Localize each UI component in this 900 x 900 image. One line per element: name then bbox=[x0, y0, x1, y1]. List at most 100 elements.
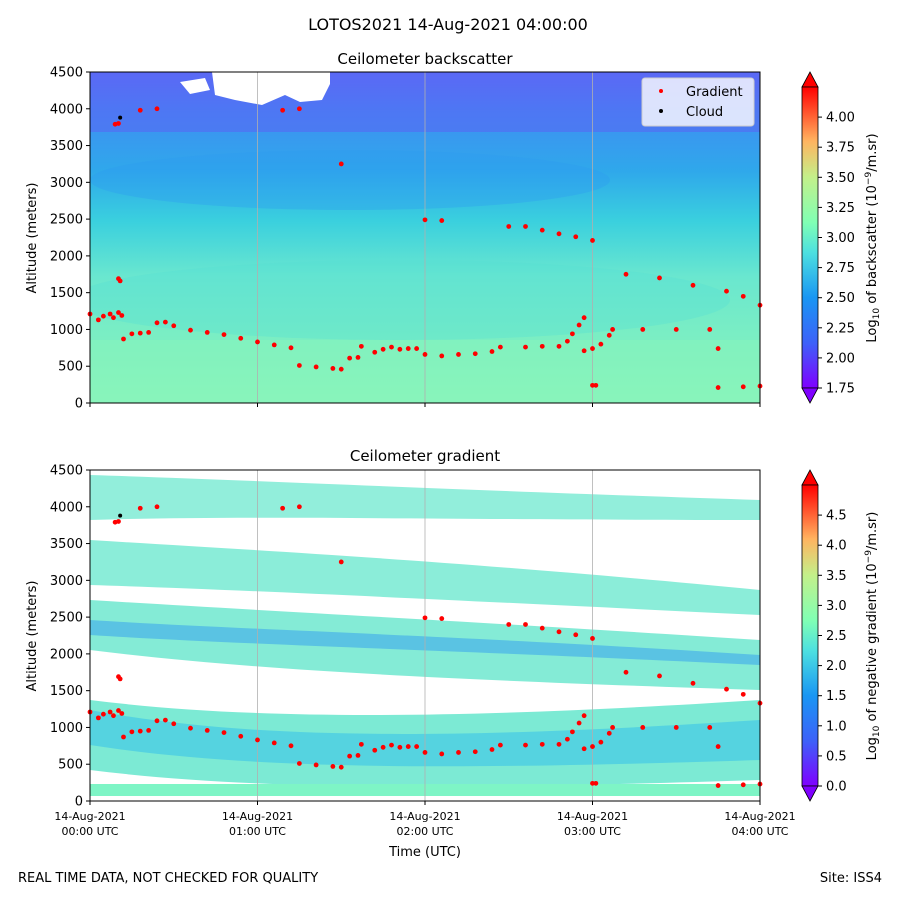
gradient-point bbox=[271, 740, 277, 746]
gradient-point bbox=[606, 332, 612, 338]
gradient-point bbox=[271, 342, 277, 348]
gradient-point bbox=[313, 364, 319, 370]
gradient-colorbar-label: Log10 of negative gradient (10−9/m.sr) bbox=[864, 512, 882, 761]
gradient-point bbox=[338, 559, 344, 565]
colorbar-tick-label: 0.5 bbox=[826, 749, 847, 764]
gradient-point bbox=[422, 352, 428, 357]
gradient-point bbox=[590, 780, 595, 786]
gradient-point bbox=[255, 737, 260, 743]
gradient-point bbox=[288, 345, 294, 351]
gradient-point bbox=[422, 615, 428, 621]
gradient-point bbox=[539, 625, 545, 631]
heatmap-patch bbox=[90, 150, 610, 210]
gradient-point bbox=[472, 351, 478, 357]
backscatter-y-ticks: 0 500 1000 1500 2000 2500 3000 3500 4000 4500 bbox=[50, 66, 90, 412]
gradient-point bbox=[137, 505, 143, 511]
gradient-point bbox=[95, 715, 101, 721]
gradient-point bbox=[204, 727, 210, 733]
y-tick-label: 1500 bbox=[50, 684, 83, 699]
gradient-point bbox=[380, 744, 386, 750]
gradient-point bbox=[358, 343, 364, 349]
gradient-point bbox=[107, 311, 113, 317]
cloud-point bbox=[118, 513, 123, 518]
gradient-point bbox=[740, 691, 746, 697]
gradient-point bbox=[497, 344, 503, 350]
gradient-point bbox=[539, 227, 545, 233]
backscatter-panel: Ceilometer backscatter 0 500 1000 1500 2000 2… bbox=[25, 50, 882, 412]
y-tick-label: 4500 bbox=[50, 464, 83, 479]
gradient-panel: Ceilometer gradient 0 500 1000 1500 2000 2500… bbox=[25, 447, 882, 860]
gradient-point bbox=[610, 725, 615, 730]
colorbar-top-extend bbox=[801, 469, 819, 486]
gradient-point bbox=[154, 106, 160, 112]
gradient-point bbox=[523, 224, 528, 229]
legend-gradient-marker bbox=[659, 89, 663, 93]
gradient-point bbox=[137, 330, 143, 336]
x-tick-label: 01:00 UTC bbox=[229, 825, 286, 838]
footer-disclaimer: REAL TIME DATA, NOT CHECKED FOR QUALITY bbox=[18, 871, 319, 886]
gradient-point bbox=[380, 346, 386, 352]
gradient-y-ticks: 0 500 1000 1500 2000 2500 3000 3500 4000 4500 bbox=[50, 464, 90, 810]
colorbar-bottom-extend bbox=[801, 387, 819, 404]
gradient-point bbox=[573, 234, 579, 240]
colorbar-tick-label: 3.5 bbox=[826, 569, 847, 584]
gradient-point bbox=[556, 741, 562, 747]
gradient-point bbox=[523, 742, 528, 748]
gradient-point bbox=[673, 725, 679, 730]
colorbar-top-extend bbox=[801, 71, 819, 88]
colorbar-bottom-extend bbox=[801, 785, 819, 802]
colorbar-tick-label: 2.50 bbox=[826, 291, 855, 306]
footer-site: Site: ISS4 bbox=[819, 871, 882, 886]
gradient-point bbox=[564, 736, 570, 742]
gradient-point bbox=[405, 346, 411, 351]
gradient-point bbox=[556, 343, 562, 349]
gradient-point bbox=[690, 680, 696, 686]
gradient-point bbox=[707, 725, 713, 730]
gradient-point bbox=[414, 744, 420, 749]
gradient-point bbox=[590, 238, 595, 243]
gradient-point bbox=[280, 505, 286, 511]
gradient-point bbox=[715, 744, 721, 749]
colorbar-tick-label: 2.00 bbox=[826, 351, 855, 366]
gradient-point bbox=[422, 217, 428, 223]
colorbar-tick-label: 2.0 bbox=[826, 659, 847, 674]
gradient-point bbox=[347, 355, 353, 361]
gradient-point bbox=[439, 751, 445, 757]
gradient-point bbox=[397, 744, 403, 750]
backscatter-colorbar-label: Log10 of backscatter (10−9/m.sr) bbox=[864, 133, 882, 342]
gradient-point bbox=[129, 729, 135, 735]
x-tick-label: 14-Aug-2021 bbox=[389, 810, 460, 823]
y-tick-label: 1000 bbox=[50, 323, 83, 338]
gradient-point bbox=[590, 346, 595, 351]
gradient-point bbox=[111, 713, 116, 719]
gradient-point bbox=[221, 332, 227, 337]
colorbar-tick-label: 4.5 bbox=[826, 509, 847, 524]
gradient-point bbox=[593, 382, 599, 388]
legend: Gradient Cloud bbox=[641, 77, 755, 127]
gradient-point bbox=[472, 749, 478, 755]
gradient-point bbox=[556, 231, 562, 237]
colorbar-tick-label: 2.5 bbox=[826, 629, 847, 644]
gradient-point bbox=[171, 323, 177, 329]
backscatter-colorbar: 1.75 2.00 2.25 2.50 2.75 3.00 3.25 3.50 3.75 4.00… bbox=[801, 71, 882, 404]
gradient-point bbox=[358, 741, 364, 747]
gradient-point bbox=[564, 338, 570, 344]
gradient-point bbox=[489, 349, 495, 354]
gradient-point bbox=[116, 310, 121, 315]
gradient-x-ticks: 14-Aug-2021 00:00 UTC 14-Aug-2021 01:00 UTC… bbox=[54, 801, 796, 838]
gradient-point bbox=[338, 366, 344, 372]
gradient-point bbox=[101, 313, 106, 319]
gradient-title: Ceilometer gradient bbox=[350, 447, 500, 465]
gradient-point bbox=[129, 331, 135, 337]
y-tick-label: 3000 bbox=[50, 574, 83, 589]
gradient-point bbox=[116, 708, 121, 713]
gradient-point bbox=[573, 632, 579, 638]
gradient-point bbox=[456, 750, 461, 755]
gradient-point bbox=[539, 343, 545, 349]
x-axis-label: Time (UTC) bbox=[388, 845, 461, 860]
gradient-point bbox=[590, 382, 595, 388]
backscatter-title: Ceilometer backscatter bbox=[337, 50, 513, 68]
gradient-point bbox=[338, 161, 344, 167]
colorbar-tick-label: 3.00 bbox=[826, 231, 855, 246]
